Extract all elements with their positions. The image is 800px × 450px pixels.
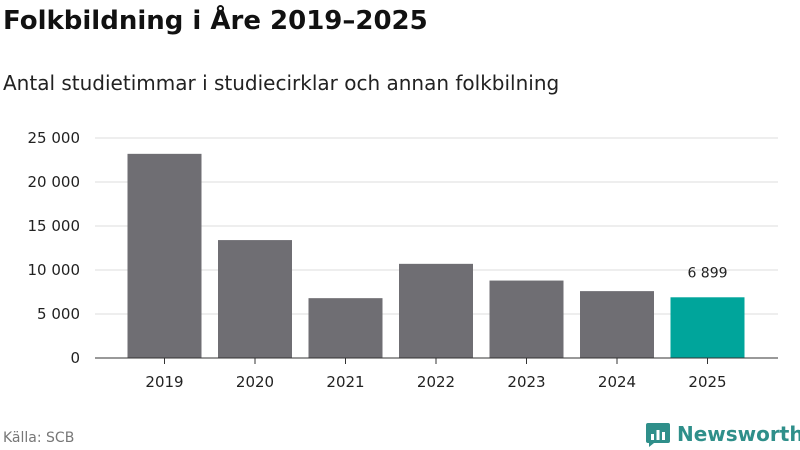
bar-2019: [127, 153, 202, 358]
x-tick-label: 2024: [598, 373, 636, 391]
y-tick-label: 15 000: [28, 217, 81, 235]
page-title: Folkbildning i Åre 2019–2025: [3, 6, 428, 36]
bar-2025: [670, 297, 745, 358]
brand-logo: Newsworthy: [645, 420, 800, 448]
source-note: Källa: SCB: [3, 430, 75, 446]
y-tick-label: 20 000: [28, 173, 81, 191]
x-tick-label: 2022: [417, 373, 455, 391]
page-subtitle: Antal studietimmar i studiecirklar och a…: [3, 71, 560, 95]
x-tick-label: 2021: [326, 373, 364, 391]
y-tick-label: 10 000: [28, 261, 81, 279]
y-tick-label: 0: [70, 349, 80, 367]
bar-2023: [489, 280, 564, 358]
y-tick-label: 5 000: [37, 305, 80, 323]
brand-name: Newsworthy: [677, 422, 800, 446]
y-tick-label: 25 000: [28, 129, 81, 147]
bar-2024: [580, 291, 654, 358]
bar-2022: [399, 263, 473, 358]
bar-2020: [218, 240, 292, 358]
bar-2021: [308, 298, 383, 358]
data-label: 6 899: [687, 265, 727, 281]
newsworthy-icon: [646, 423, 670, 447]
x-tick-label: 2025: [688, 373, 726, 391]
x-tick-label: 2019: [145, 373, 183, 391]
x-tick-label: 2020: [236, 373, 274, 391]
x-tick-label: 2023: [507, 373, 545, 391]
